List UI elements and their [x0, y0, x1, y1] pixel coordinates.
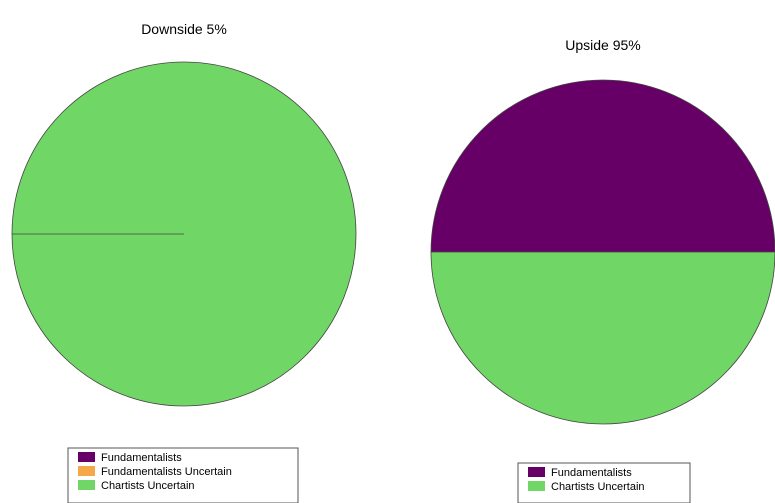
- legend-item: Chartists Uncertain: [78, 480, 195, 492]
- legend-label: Fundamentalists Uncertain: [101, 466, 232, 478]
- legend-upside: Fundamentalists Chartists Uncertain: [517, 462, 691, 503]
- legend-item: Fundamentalists: [528, 467, 632, 479]
- legend-swatch: [528, 481, 545, 491]
- legend-label: Fundamentalists: [101, 452, 182, 464]
- pie-chart-upside: Upside 95% Fundamentalists Chartists Unce…: [430, 37, 775, 503]
- legend-swatch: [528, 467, 545, 477]
- legend-swatch: [78, 452, 95, 462]
- legend-label: Chartists Uncertain: [101, 480, 195, 492]
- legend-label: Fundamentalists: [551, 467, 632, 479]
- legend-swatch: [78, 480, 95, 490]
- legend-label: Chartists Uncertain: [551, 481, 645, 493]
- pie-upside: [430, 79, 775, 425]
- legend-box-upside: [517, 462, 691, 503]
- legend-box-downside: [67, 447, 299, 503]
- pie-chart-downside: Downside 5% FundamentalistsFundamentalis…: [11, 21, 357, 503]
- legend-item: Fundamentalists: [78, 452, 182, 464]
- legend-swatch: [78, 466, 95, 476]
- legend-item: Fundamentalists Uncertain: [78, 466, 232, 478]
- pie-slice-fundamentalists: [430, 79, 775, 253]
- pie-slice-chartists-uncertain: [430, 251, 775, 425]
- legend-item: Chartists Uncertain: [528, 481, 645, 493]
- chart-title-downside: Downside 5%: [141, 21, 227, 37]
- pie-downside: [11, 61, 357, 407]
- chart-title-upside: Upside 95%: [565, 37, 641, 53]
- legend-downside: Fundamentalists Fundamentalists Uncertain…: [67, 447, 299, 503]
